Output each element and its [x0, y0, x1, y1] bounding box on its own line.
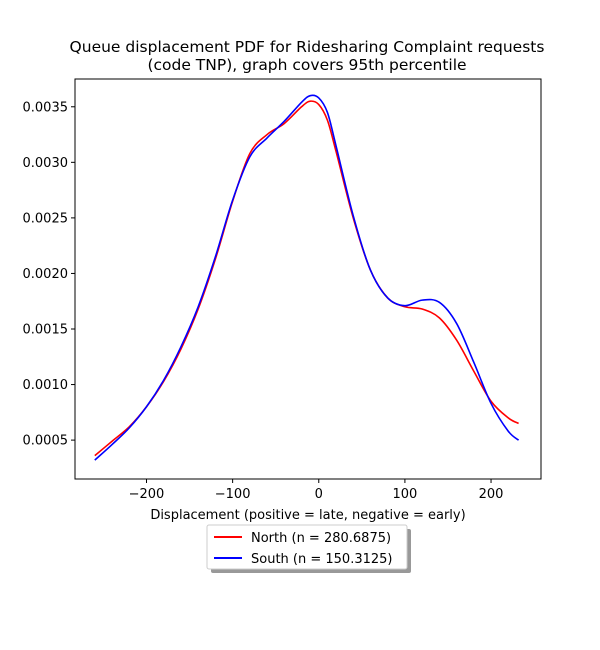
legend: North (n = 280.6875) South (n = 150.3125… [206, 524, 411, 573]
y-tick-label: 0.0005 [23, 434, 69, 449]
series-line-south [94, 94, 520, 461]
x-axis-ticks: −200 −100 0 100 200 [129, 479, 504, 502]
y-tick-label: 0.0010 [23, 378, 69, 393]
legend-label-south: South (n = 150.3125) [251, 552, 392, 567]
x-tick-label: −100 [215, 487, 251, 502]
series-layer [94, 94, 520, 461]
x-axis-label: Displacement (positive = late, negative … [150, 508, 465, 523]
legend-label-north: North (n = 280.6875) [251, 531, 391, 546]
chart-title-line-1: Queue displacement PDF for Ridesharing C… [70, 38, 545, 56]
x-tick-label: 100 [392, 487, 417, 502]
x-tick-label: 0 [315, 487, 323, 502]
legend-box [206, 524, 408, 570]
series-line-north [94, 100, 519, 457]
y-tick-label: 0.0025 [23, 211, 69, 226]
y-tick-label: 0.0015 [23, 323, 69, 338]
y-tick-label: 0.0035 [23, 100, 69, 115]
x-tick-label: −200 [129, 487, 165, 502]
plot-frame [74, 78, 542, 480]
x-tick-label: 200 [479, 487, 504, 502]
y-tick-label: 0.0020 [23, 267, 69, 282]
chart-title-line-2: (code TNP), graph covers 95th percentile [147, 56, 466, 74]
y-axis-ticks: 0.0005 0.0010 0.0015 0.0020 0.0025 0.0030 0.00… [23, 100, 75, 449]
y-tick-label: 0.0030 [23, 156, 69, 171]
